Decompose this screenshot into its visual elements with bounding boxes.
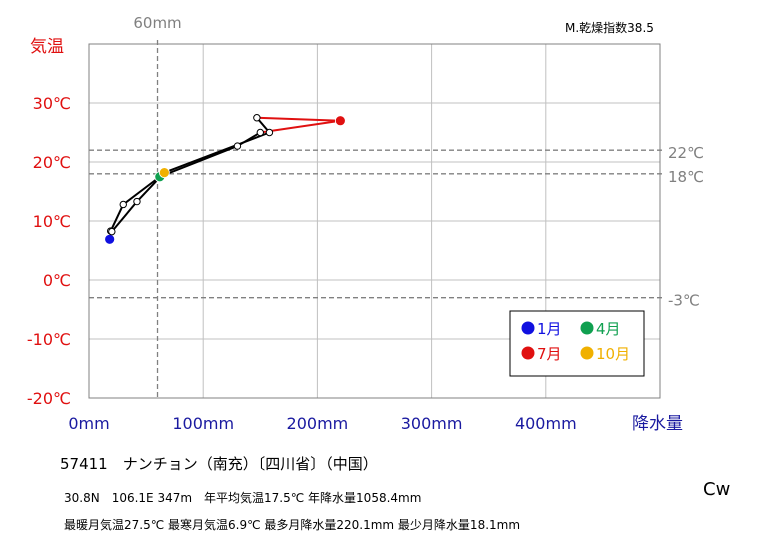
y-tick-label: -20℃ bbox=[27, 389, 71, 408]
path-segment bbox=[122, 175, 161, 206]
month-point-6 bbox=[256, 128, 264, 137]
station-extremes-summary: 最暖月気温27.5℃ 最寒月気温6.9℃ 最多月降水量220.1mm 最少月降水… bbox=[64, 518, 521, 532]
legend-marker bbox=[521, 346, 535, 360]
x-tick-label: 300mm bbox=[401, 414, 463, 433]
legend-marker bbox=[521, 321, 535, 335]
month-point-8 bbox=[253, 114, 261, 122]
plot-area-frame bbox=[88, 43, 661, 399]
axis-ticks: -20℃ -10℃ 0℃ 10℃ 20℃ 30℃ 0mm 100mm 200mm 300mm 400… bbox=[27, 94, 577, 433]
reference-label-temp: -3℃ bbox=[668, 292, 700, 310]
reference-label-temp: 22℃ bbox=[668, 144, 704, 162]
x-tick-label: 0mm bbox=[68, 414, 109, 433]
x-tick-label: 200mm bbox=[287, 414, 349, 433]
legend-marker bbox=[580, 346, 594, 360]
y-tick-label: 0℃ bbox=[43, 271, 71, 290]
legend-box bbox=[509, 310, 645, 377]
y-tick-label: 10℃ bbox=[33, 212, 71, 231]
legend-label: 10月 bbox=[596, 345, 630, 363]
reference-label-temp: 18℃ bbox=[668, 168, 704, 186]
month-point-7 bbox=[334, 115, 346, 127]
y-tick-label: -10℃ bbox=[27, 330, 71, 349]
month-point-5 bbox=[233, 142, 242, 150]
path-segment bbox=[255, 116, 342, 122]
reference-label-precip: 60mm bbox=[133, 14, 181, 32]
y-tick-label: 30℃ bbox=[33, 94, 71, 113]
legend-marker bbox=[580, 321, 594, 335]
path-segment bbox=[163, 131, 271, 174]
month-point-12 bbox=[108, 227, 116, 236]
legend-label: 7月 bbox=[537, 345, 562, 363]
y-tick-label: 20℃ bbox=[33, 153, 71, 172]
month-point-1 bbox=[104, 233, 116, 245]
monthly-points bbox=[104, 114, 346, 245]
month-point-10 bbox=[158, 167, 170, 179]
month-point-11 bbox=[133, 197, 141, 206]
legend-label: 1月 bbox=[537, 320, 562, 338]
x-tick-label: 400mm bbox=[515, 414, 577, 433]
legend-label: 4月 bbox=[596, 320, 621, 338]
station-name: 57411 ナンチョン（南充）〔四川省〕（中国） bbox=[60, 455, 378, 473]
path-segment bbox=[110, 200, 138, 233]
dryness-index-label: M.乾燥指数38.5 bbox=[565, 20, 654, 35]
climate-classification: Cw bbox=[703, 479, 731, 500]
month-point-3 bbox=[119, 200, 127, 209]
path-segment bbox=[259, 119, 342, 134]
y-axis-title: 気温 bbox=[30, 37, 64, 57]
month-point-9 bbox=[265, 128, 274, 137]
reference-lines: 22℃ 18℃ -3℃ 60mm bbox=[89, 14, 704, 398]
x-tick-label: 100mm bbox=[172, 414, 234, 433]
path-segment bbox=[109, 203, 125, 233]
station-coordinates-summary: 30.8N 106.1E 347m 年平均気温17.5℃ 年降水量1058.4m… bbox=[64, 491, 422, 505]
legend: 1月 4月 7月 10月 bbox=[509, 310, 645, 377]
x-axis-title: 降水量 bbox=[632, 414, 683, 434]
path-segment bbox=[158, 145, 239, 178]
